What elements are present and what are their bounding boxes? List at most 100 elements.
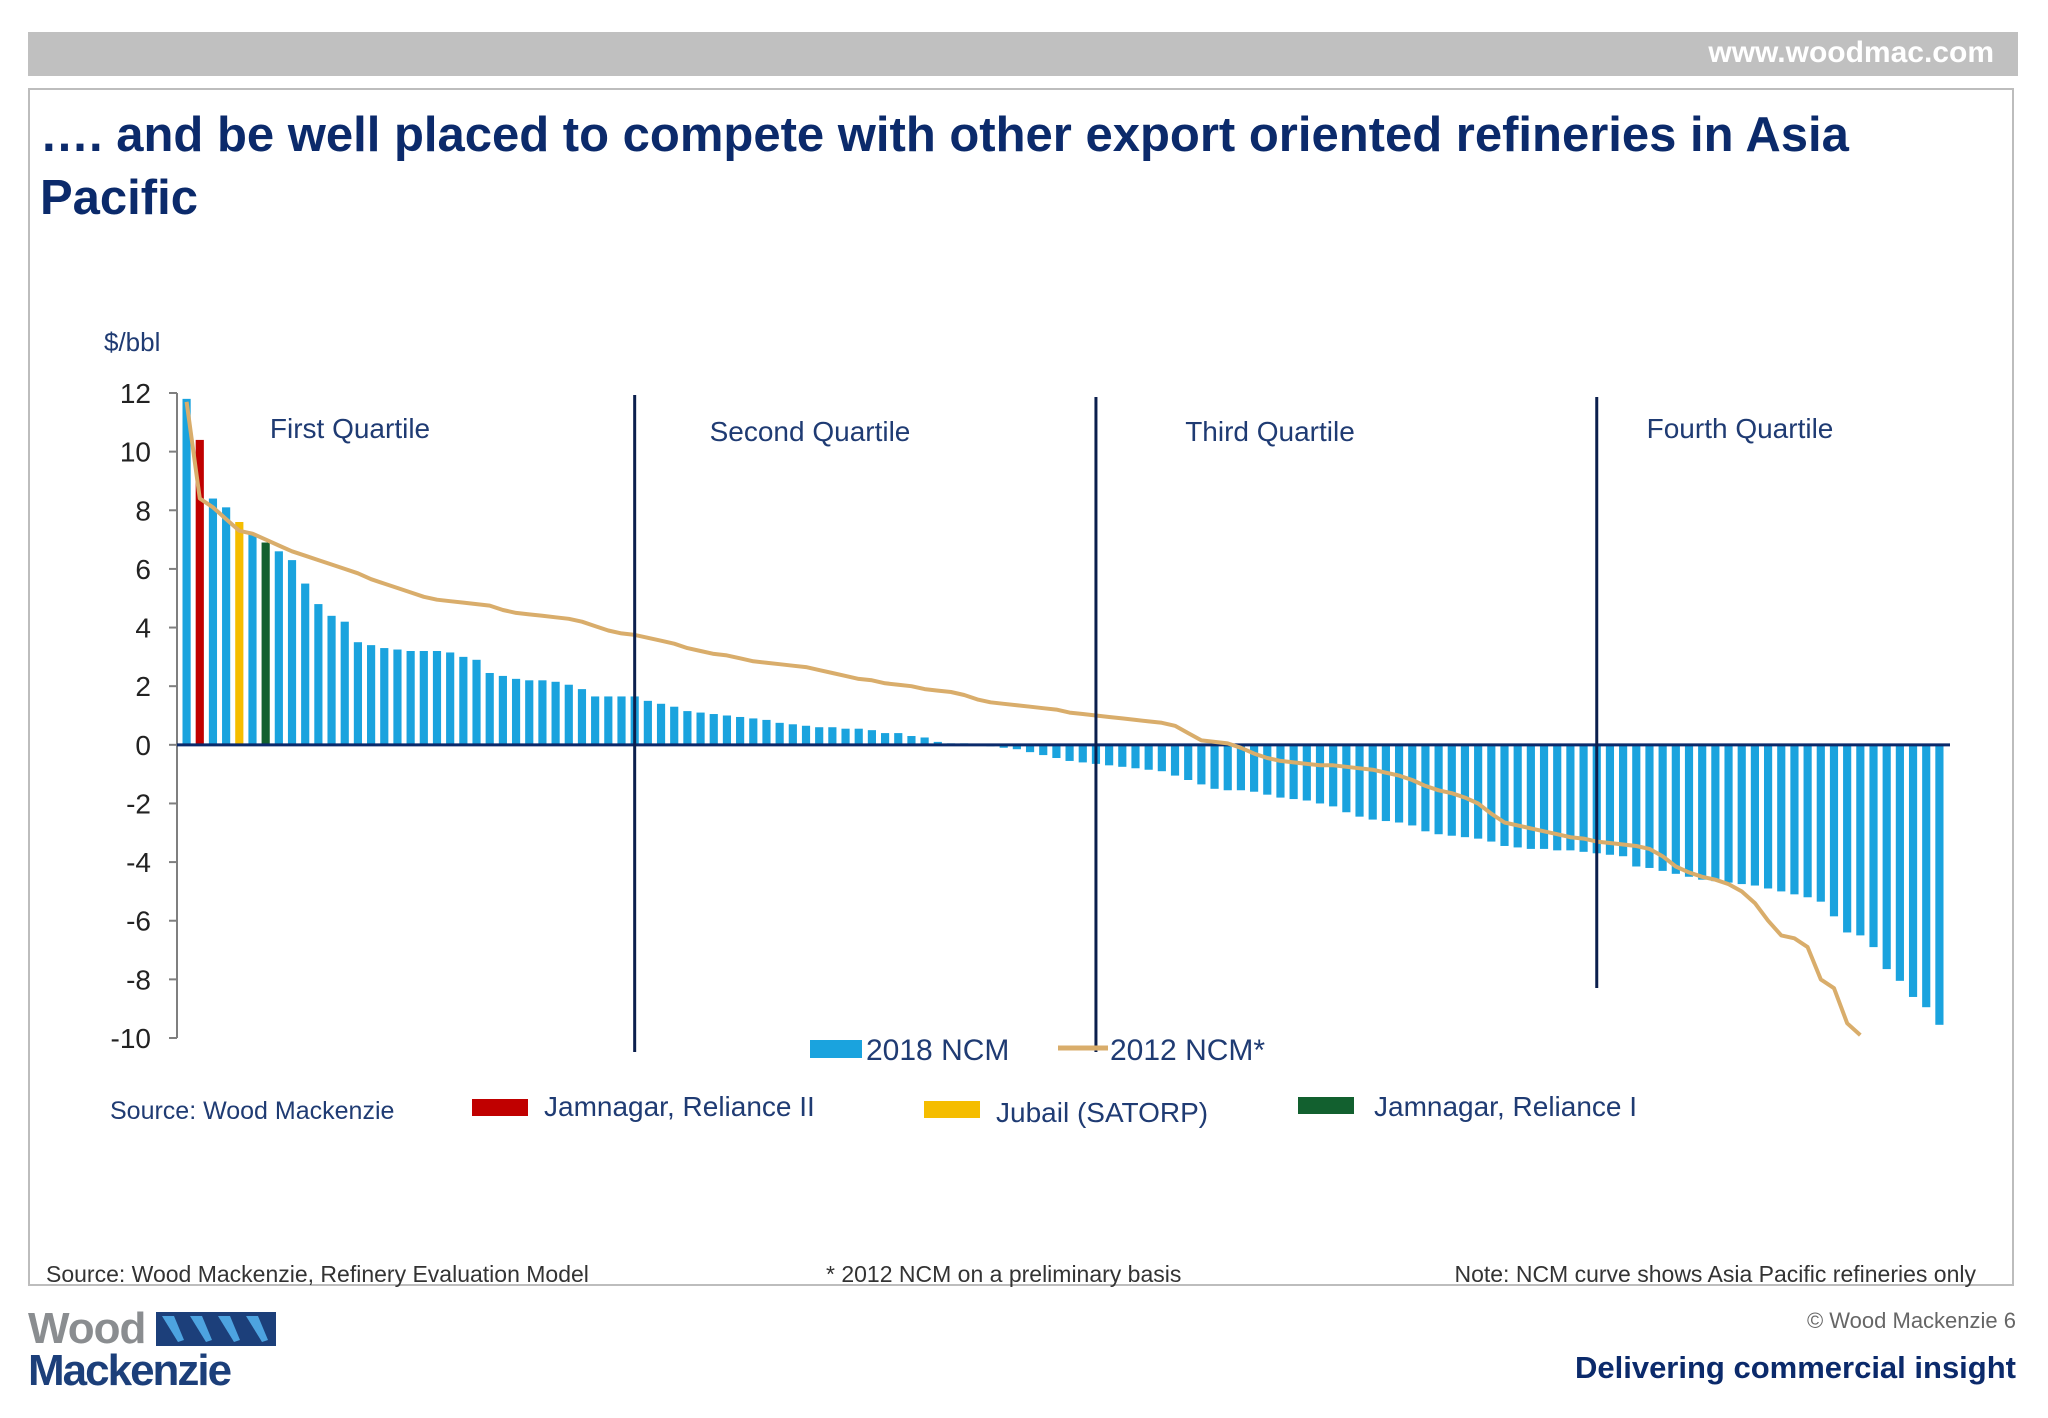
ncm-2018-bar (894, 733, 903, 745)
ncm-2018-bar (248, 533, 257, 745)
slide-frame (28, 88, 2014, 1286)
ncm-2018-bar (775, 722, 784, 745)
ncm-2018-bar (1447, 744, 1456, 836)
ncm-2018-bar (1737, 744, 1746, 885)
ncm-2018-bar (1922, 744, 1931, 1008)
ncm-2018-bar (327, 615, 336, 745)
ncm-2018-bar (208, 498, 218, 745)
ncm-2018-bar (1882, 744, 1891, 970)
ncm-2018-bar (1698, 744, 1707, 880)
ncm-2018-bar (1052, 744, 1061, 759)
ncm-2018-bar (1078, 744, 1087, 763)
ncm-2018-bar (1763, 744, 1773, 889)
ncm-2018-bar (1394, 744, 1404, 823)
ncm-2018-bar (1684, 744, 1694, 877)
ncm-2018-bar (1460, 744, 1470, 838)
ncm-2018-bar (656, 703, 666, 745)
y-axis-tick-label: 0 (135, 730, 151, 761)
ncm-2018-bar (907, 736, 916, 745)
ncm-2018-bar (1658, 744, 1667, 871)
ncm-2018-bar (762, 719, 771, 745)
ncm-2018-bar (1170, 744, 1180, 776)
ncm-2018-bar (393, 649, 402, 745)
ncm-2018-bar (1184, 744, 1193, 780)
tagline: Delivering commercial insight (1574, 1350, 2016, 1385)
y-axis-unit-label: $/bbl (104, 327, 160, 357)
ncm-2018-bar (617, 696, 626, 745)
ncm-2018-bar (709, 714, 718, 745)
y-axis-tick-label: 4 (135, 613, 151, 644)
ncm-2018-bar (1236, 744, 1246, 791)
ncm-2018-bar (222, 507, 231, 745)
highlight-bar (235, 522, 244, 745)
quartile-label: Third Quartile (1185, 416, 1355, 447)
ncm-2018-bar (340, 621, 349, 745)
y-axis-tick-label: 2 (135, 671, 151, 702)
ncm-2018-bar (841, 728, 850, 745)
ncm-2018-bar (1263, 744, 1272, 795)
footer-asterisk-note: * 2012 NCM on a preliminary basis (826, 1261, 1182, 1287)
ncm-2018-bar (287, 560, 297, 745)
highlight-bar (261, 542, 270, 745)
ncm-2018-bar (670, 706, 679, 745)
ncm-2018-bar (815, 727, 824, 745)
ncm-2018-bar (1408, 744, 1417, 826)
ncm-2018-bar (472, 659, 481, 745)
ncm-2018-bar (314, 604, 323, 745)
ncm-2018-bar (182, 398, 191, 745)
quartile-label: First Quartile (270, 413, 430, 444)
ncm-2018-bar (1605, 744, 1615, 855)
ncm-2018-bar (1025, 744, 1035, 753)
ncm-2018-bar (920, 737, 929, 745)
ncm-2018-bar (419, 651, 428, 745)
ncm-2018-bar (801, 725, 811, 745)
ncm-2018-bar (1315, 744, 1325, 804)
ncm-2018-bar (736, 716, 745, 745)
footer-note: Note: NCM curve shows Asia Pacific refin… (1454, 1261, 1976, 1287)
y-axis-tick-label: 6 (135, 554, 151, 585)
ncm-2018-bar (1645, 744, 1654, 868)
ncm-2018-bar (380, 648, 389, 745)
chart-source-note: Source: Wood Mackenzie (110, 1097, 394, 1125)
top-banner: www.woodmac.com (28, 32, 2018, 76)
quartile-label: Fourth Quartile (1647, 413, 1834, 444)
legend-2018-ncm-label: 2018 NCM (866, 1034, 1009, 1067)
y-axis-tick-label: -2 (126, 788, 151, 819)
y-axis-tick-label: -10 (111, 1023, 151, 1054)
ncm-2018-bar (1250, 744, 1259, 792)
legend-jubail-swatch (924, 1101, 980, 1118)
wood-mackenzie-logo: Wood Mackenzie (28, 1304, 276, 1395)
ncm-2018-bar (1632, 744, 1641, 867)
ncm-2018-bar (551, 681, 560, 745)
ncm-2018-bar (485, 672, 494, 745)
ncm-2018-bar (1012, 744, 1021, 750)
ncm-2018-bar (1526, 744, 1535, 849)
ncm-2018-bar (1368, 744, 1377, 820)
ncm-2018-bar (432, 651, 442, 745)
ncm-2018-bar (1144, 744, 1153, 770)
ncm-2018-bar (1355, 744, 1364, 817)
ncm-2018-bar (1131, 744, 1140, 769)
ncm-2018-bar (274, 551, 283, 745)
slide-title: …. and be well placed to compete with ot… (40, 108, 1849, 225)
legend-2012-ncm-label: 2012 NCM* (1110, 1034, 1265, 1067)
ncm-2018-bar (459, 656, 468, 745)
logo-w-mark-icon (156, 1312, 276, 1346)
ncm-2018-bar (1869, 744, 1878, 948)
ncm-2018-bar (1039, 744, 1048, 756)
legend-jamnagar-i-label: Jamnagar, Reliance I (1374, 1091, 1637, 1122)
ncm-2018-bar (498, 675, 507, 745)
ncm-2018-bar (1671, 744, 1680, 874)
ncm-2018-bar (1843, 744, 1852, 933)
ncm-2018-bar (1342, 744, 1351, 813)
ncm-2018-bar (1474, 744, 1483, 839)
website-url[interactable]: www.woodmac.com (1708, 36, 1994, 69)
highlight-bar (195, 439, 204, 745)
ncm-2018-bar (1302, 744, 1311, 801)
ncm-2018-bar (367, 645, 376, 745)
ncm-2018-bar (1816, 744, 1825, 902)
ncm-2018-bar (867, 730, 876, 745)
ncm-2018-bar (854, 728, 863, 745)
ncm-2018-bar (1223, 744, 1232, 791)
